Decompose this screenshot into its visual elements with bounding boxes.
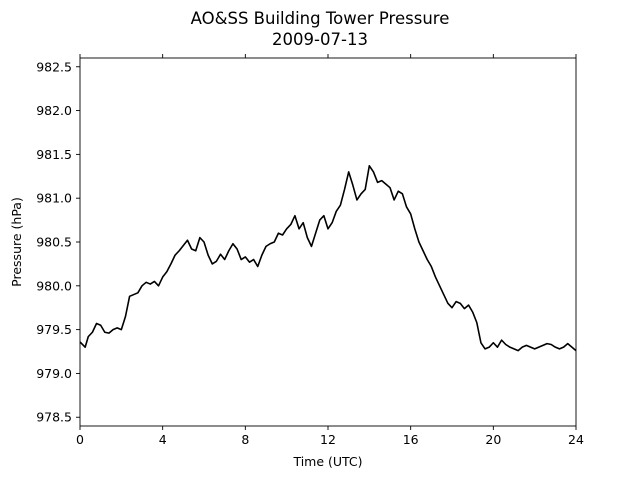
chart-subtitle: 2009-07-13	[272, 30, 368, 49]
plot-area	[76, 54, 577, 430]
y-tick-label: 981.0	[36, 191, 72, 206]
y-tick-label: 982.0	[36, 103, 72, 118]
chart-title: AO&SS Building Tower Pressure	[191, 9, 450, 28]
plot-frame	[79, 57, 577, 427]
pressure-series-line	[79, 164, 577, 352]
x-tick-label: 0	[76, 432, 84, 447]
x-tick-label: 4	[159, 432, 167, 447]
y-tick-label: 979.5	[36, 322, 72, 337]
y-tick-label: 980.0	[36, 278, 72, 293]
y-tick-label: 979.0	[36, 366, 72, 381]
y-axis-label: Pressure (hPa)	[9, 197, 24, 287]
x-axis-label: Time (UTC)	[292, 454, 362, 469]
x-tick-label: 8	[241, 432, 249, 447]
y-tick-label: 978.5	[36, 410, 72, 425]
y-tick-label: 982.5	[36, 59, 72, 74]
y-tick-label: 980.5	[36, 235, 72, 250]
x-tick-label: 24	[568, 432, 584, 447]
x-tick-label: 16	[403, 432, 419, 447]
x-tick-label: 12	[320, 432, 336, 447]
y-tick-label: 981.5	[36, 147, 72, 162]
x-tick-label: 20	[485, 432, 501, 447]
